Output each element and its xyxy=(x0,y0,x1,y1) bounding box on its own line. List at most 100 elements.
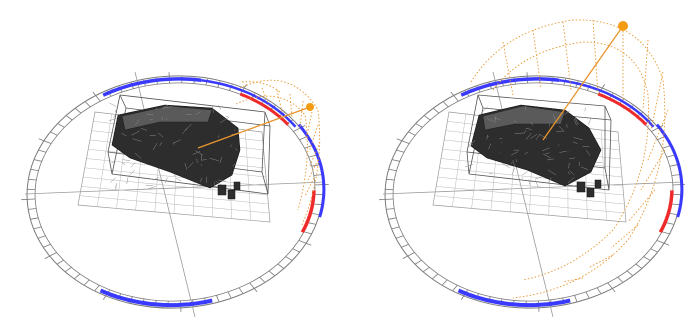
mesh-edge xyxy=(122,159,130,161)
mesh-edge xyxy=(515,159,517,163)
mesh-edge xyxy=(182,128,188,134)
compass-tick xyxy=(28,178,37,181)
box-edge xyxy=(466,151,470,175)
sun-path-arc xyxy=(241,81,281,93)
box-edge xyxy=(468,173,610,191)
mesh-edge xyxy=(200,177,203,183)
mesh-edge xyxy=(219,157,222,164)
sun-path-arc xyxy=(640,149,666,191)
box-edge xyxy=(261,111,266,173)
mesh-edge xyxy=(161,104,169,109)
compass-tick xyxy=(311,213,320,215)
scene-left xyxy=(21,71,329,318)
compass-tick xyxy=(433,108,440,114)
mesh-edge xyxy=(184,124,192,131)
mesh-edge xyxy=(146,113,154,116)
sun-path-arc xyxy=(592,19,599,96)
compass-tick xyxy=(386,208,395,210)
red-arc-upper xyxy=(597,92,648,126)
mesh-edge xyxy=(195,111,201,116)
compass-tick xyxy=(391,226,400,230)
mesh-edge xyxy=(465,164,473,168)
compass-tick xyxy=(388,169,397,171)
compass-tick xyxy=(227,291,232,298)
blue-arc-top xyxy=(102,77,202,97)
compass-tick xyxy=(259,276,265,283)
compass-tick xyxy=(415,123,423,128)
mesh-edge xyxy=(530,133,538,140)
mesh-edge xyxy=(556,130,565,132)
mesh-edge xyxy=(134,119,140,126)
viewport-right[interactable] xyxy=(343,0,685,320)
sun-path-arc xyxy=(470,19,666,299)
sun-path-arc xyxy=(562,21,572,91)
compass-tick xyxy=(656,240,670,246)
axis-ew xyxy=(24,181,326,195)
mesh-edge xyxy=(217,104,222,110)
compass-tick xyxy=(672,183,685,186)
mesh-edge xyxy=(574,118,577,126)
blue-arc-top-right xyxy=(559,79,655,128)
mesh-edge xyxy=(588,118,592,125)
mesh-edge xyxy=(525,132,532,140)
compass-tick xyxy=(66,115,73,121)
compass-tick xyxy=(424,115,431,121)
sun-path-arc xyxy=(309,141,321,167)
box-edge xyxy=(107,151,113,175)
sun-path-arc xyxy=(587,254,614,269)
mesh-edge xyxy=(490,118,496,124)
sun-path-arc xyxy=(532,29,542,89)
building-block xyxy=(233,181,241,191)
mesh-edge xyxy=(575,117,579,125)
compass-tick xyxy=(308,222,316,225)
mesh-edge xyxy=(212,105,214,113)
mesh-edge xyxy=(120,174,124,176)
sun-ray xyxy=(542,25,624,141)
mesh-edge xyxy=(130,162,136,168)
viewport-left[interactable] xyxy=(0,0,342,320)
compass-tick xyxy=(239,84,248,95)
compass-tick xyxy=(299,136,307,141)
mesh-edge xyxy=(218,179,226,182)
mesh-edge xyxy=(569,157,575,160)
compass-tick xyxy=(669,213,678,215)
mesh-edge xyxy=(524,105,527,110)
box-edge xyxy=(477,94,606,107)
mesh-edge xyxy=(538,133,548,139)
mesh-edge xyxy=(155,107,158,111)
mesh-edge xyxy=(148,177,152,180)
grid-line xyxy=(245,129,252,221)
compass-tick xyxy=(392,159,400,162)
compass-tick xyxy=(34,159,42,162)
compass-tick xyxy=(30,169,39,171)
compass-tick xyxy=(38,149,47,153)
building-mesh xyxy=(465,105,603,188)
compass-tick xyxy=(249,282,258,293)
sun-path-arc xyxy=(299,100,304,129)
compass-tick xyxy=(666,154,675,158)
compass-tick xyxy=(650,248,658,253)
building-roof xyxy=(121,105,213,131)
grid-line xyxy=(600,129,607,221)
mesh-edge xyxy=(541,147,550,152)
compass-tick xyxy=(388,217,397,220)
mesh-edge xyxy=(501,141,503,143)
mesh-edge xyxy=(521,171,528,176)
mesh-edge xyxy=(147,186,156,190)
building-block xyxy=(594,179,602,189)
compass-tick xyxy=(607,282,616,293)
box-edge xyxy=(111,173,269,195)
mesh-edge xyxy=(568,162,570,169)
box-edge xyxy=(466,94,479,153)
axis-ew xyxy=(382,181,684,195)
mesh-edge xyxy=(234,129,236,131)
compass-tick xyxy=(293,125,306,132)
mesh-edge xyxy=(145,184,154,186)
building-block xyxy=(217,184,227,196)
mesh-edge xyxy=(528,179,531,185)
mesh-edge xyxy=(557,144,560,147)
mesh-edge xyxy=(530,121,534,126)
mesh-edge xyxy=(152,143,158,151)
mesh-edge xyxy=(572,141,578,144)
compass-tick xyxy=(432,273,439,279)
